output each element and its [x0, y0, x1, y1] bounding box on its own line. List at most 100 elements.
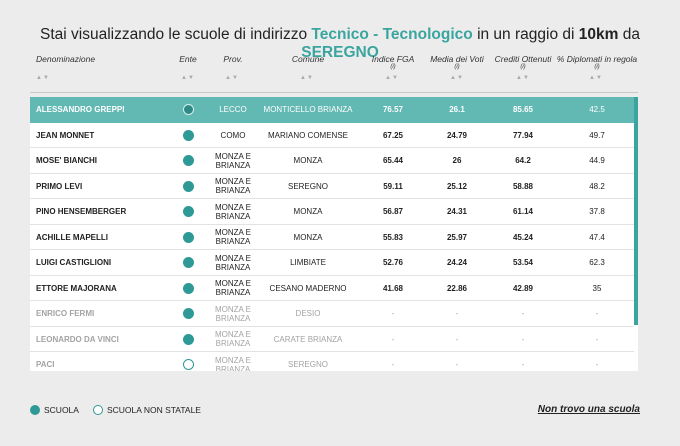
table-row[interactable]: PACI MONZA E BRIANZA SEREGNO - - - - [30, 352, 634, 371]
cell-media: 25.12 [446, 181, 468, 191]
cell-comune: LIMBIATE [290, 258, 326, 268]
cell-diplomati: 42.5 [589, 105, 605, 115]
sort-ente-icon[interactable]: ▲▼ [181, 75, 195, 81]
table-row[interactable]: PINO HENSEMBERGER MONZA E BRIANZA MONZA 56.… [30, 199, 634, 225]
sort-media-voti-icon[interactable]: ▲▼ [450, 75, 464, 81]
cell-comune: CESANO MADERNO [269, 283, 347, 293]
cell-crediti: 45.24 [512, 232, 534, 242]
cell-name[interactable]: MOSE' BIANCHI [36, 156, 98, 166]
cell-name[interactable]: PINO HENSEMBERGER [36, 207, 127, 217]
page-title: Stai visualizzando le scuole di indirizz… [0, 26, 680, 62]
statale-dot-icon [182, 104, 194, 116]
statale-dot-icon [182, 206, 194, 218]
cell-name[interactable]: ETTORE MAJORANA [36, 283, 117, 293]
cell-prov: MONZA E BRIANZA [214, 177, 251, 196]
header-diplomati[interactable]: % Diplomati in regola (i) [556, 54, 638, 70]
cell-comune: DESIO [295, 309, 321, 319]
sort-comune-icon[interactable]: ▲▼ [300, 75, 314, 81]
table-row[interactable]: ETTORE MAJORANA MONZA E BRIANZA CESANO MAD… [30, 276, 634, 302]
cell-name[interactable]: ACHILLE MAPELLI [36, 232, 108, 242]
table-row[interactable]: ALESSANDRO GREPPI LECCO MONTICELLO BRIANZA… [30, 97, 634, 123]
cell-media: 26.1 [449, 105, 465, 115]
cell-fga: 55.83 [382, 232, 404, 242]
cell-name[interactable]: ALESSANDRO GREPPI [36, 105, 125, 115]
header-denominazione[interactable]: Denominazione [36, 54, 96, 64]
non-trovo-scuola-link[interactable]: Non trovo una scuola [537, 404, 640, 415]
cell-comune: CARATE BRIANZA [273, 334, 343, 344]
cell-diplomati: - [595, 334, 599, 344]
sort-crediti-icon[interactable]: ▲▼ [516, 75, 530, 81]
cell-fga: 65.44 [382, 156, 404, 166]
cell-crediti: 42.89 [512, 283, 534, 293]
header-crediti[interactable]: Crediti Ottenuti (i) [490, 54, 556, 70]
info-icon[interactable]: (i) [594, 64, 600, 70]
header-ente[interactable]: Ente [179, 54, 197, 64]
cell-media: - [455, 334, 459, 344]
cell-crediti: - [521, 309, 525, 319]
cell-ente [170, 225, 206, 251]
info-icon[interactable]: (i) [520, 64, 526, 70]
cell-media: 22.86 [446, 283, 468, 293]
cell-name[interactable]: PACI [36, 360, 55, 370]
header-prov[interactable]: Prov. [223, 54, 243, 64]
cell-ente [170, 123, 206, 149]
statale-dot-icon [182, 257, 194, 269]
cell-name[interactable]: LEONARDO DA VINCI [36, 334, 119, 344]
cell-prov: MONZA E BRIANZA [214, 330, 251, 349]
table-row[interactable]: JEAN MONNET COMO MARIANO COMENSE 67.25 24.79… [30, 123, 634, 149]
sort-denominazione-icon[interactable]: ▲▼ [36, 75, 50, 81]
header-indice-fga-label: Indice FGA [371, 54, 415, 64]
cell-name[interactable]: LUIGI CASTIGLIONI [36, 258, 112, 268]
cell-ente [170, 276, 206, 302]
cell-prov: MONZA E BRIANZA [214, 279, 251, 298]
header-media-voti[interactable]: Media dei Voti (i) [426, 54, 488, 70]
cell-name[interactable]: PRIMO LEVI [36, 181, 83, 191]
sort-indice-fga-icon[interactable]: ▲▼ [385, 75, 399, 81]
header-indice-fga[interactable]: Indice FGA (i) [360, 54, 426, 70]
cell-diplomati: - [595, 360, 599, 370]
header-divider [30, 92, 638, 93]
cell-ente [170, 174, 206, 200]
statale-dot-icon [182, 333, 194, 345]
info-icon[interactable]: (i) [390, 64, 396, 70]
cell-media: 24.79 [446, 130, 468, 140]
cell-diplomati: 62.3 [589, 258, 605, 268]
table-row[interactable]: LUIGI CASTIGLIONI MONZA E BRIANZA LIMBIATE… [30, 250, 634, 276]
info-icon[interactable]: (i) [454, 64, 460, 70]
table-row[interactable]: LEONARDO DA VINCI MONZA E BRIANZA CARATE B… [30, 327, 634, 352]
cell-name[interactable]: ENRICO FERMI [36, 309, 95, 319]
table-header: Denominazione ▲▼ Ente ▲▼ Prov. ▲▼ Comune… [30, 52, 638, 93]
cell-comune: MARIANO COMENSE [267, 130, 348, 140]
cell-comune: SEREGNO [287, 181, 328, 191]
header-comune[interactable]: Comune [291, 54, 325, 64]
cell-ente [170, 250, 206, 276]
statale-dot-icon [182, 129, 194, 141]
cell-crediti: - [521, 334, 525, 344]
cell-ente [170, 148, 206, 174]
cell-name[interactable]: JEAN MONNET [36, 130, 95, 140]
table-scrollbar[interactable] [634, 97, 638, 325]
cell-prov: MONZA E BRIANZA [214, 304, 251, 323]
cell-diplomati: 47.4 [589, 232, 605, 242]
cell-crediti: 77.94 [512, 130, 534, 140]
table-row[interactable]: ENRICO FERMI MONZA E BRIANZA DESIO - - - - [30, 301, 634, 327]
sort-diplomati-icon[interactable]: ▲▼ [589, 75, 603, 81]
cell-fga: - [391, 334, 395, 344]
cell-comune: MONTICELLO BRIANZA [263, 105, 353, 115]
table-row[interactable]: MOSE' BIANCHI MONZA E BRIANZA MONZA 65.44 26… [30, 148, 634, 174]
cell-ente [170, 199, 206, 225]
cell-media: 25.97 [446, 232, 468, 242]
table-row[interactable]: PRIMO LEVI MONZA E BRIANZA SEREGNO 59.11 25.… [30, 174, 634, 200]
title-raggio: 10km [578, 26, 619, 43]
sort-prov-icon[interactable]: ▲▼ [225, 75, 239, 81]
cell-diplomati: 35 [592, 283, 602, 293]
cell-fga: 67.25 [382, 130, 404, 140]
table-row[interactable]: ACHILLE MAPELLI MONZA E BRIANZA MONZA 55.83… [30, 225, 634, 251]
header-media-voti-label: Media dei Voti [430, 54, 484, 64]
cell-prov: COMO [220, 130, 246, 140]
cell-fga: - [391, 360, 395, 370]
statale-dot-icon [182, 231, 194, 243]
cell-fga: 76.57 [382, 105, 404, 115]
cell-crediti: 85.65 [512, 105, 534, 115]
cell-prov: LECCO [219, 105, 247, 115]
